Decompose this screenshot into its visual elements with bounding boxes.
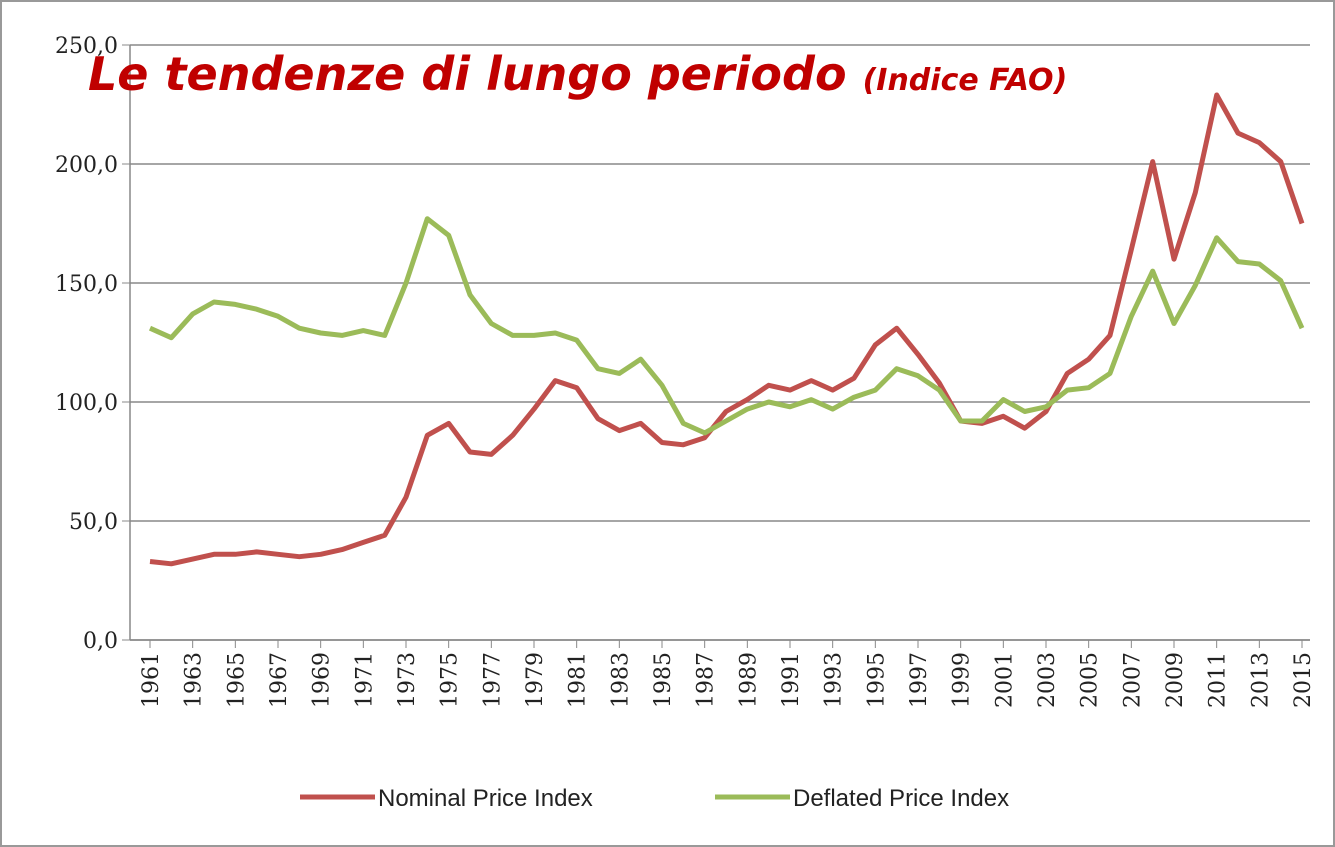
x-tick-label: 1995 (864, 652, 889, 708)
x-tick-label: 1969 (310, 652, 335, 708)
x-tick-label: 2013 (1248, 652, 1273, 708)
x-tick-label: 1963 (182, 652, 207, 708)
x-tick-label: 1979 (523, 652, 548, 708)
x-tick-label: 1983 (608, 652, 633, 708)
x-tick-label: 1997 (907, 652, 932, 708)
x-tick-label: 2015 (1291, 652, 1316, 708)
x-tick-label: 2007 (1120, 652, 1145, 708)
x-tick-label: 1965 (224, 652, 249, 708)
title-text: Le tendenze di lungo periodo (88, 47, 847, 101)
x-tick-label: 1973 (395, 652, 420, 708)
x-tick-label: 1971 (352, 652, 377, 708)
data-line (149, 92, 1305, 567)
x-tick-label: 1975 (438, 652, 463, 708)
x-tick-label: 1985 (651, 652, 676, 708)
y-tick-label: 0,0 (83, 629, 118, 654)
x-tick-label: 2005 (1078, 652, 1103, 708)
x-tick-label: 1961 (139, 652, 164, 708)
x-tick-label: 1989 (736, 652, 761, 708)
x-tick-label: 1993 (822, 652, 847, 708)
x-tick-label: 1987 (694, 652, 719, 708)
x-tick-label: 2001 (992, 652, 1017, 708)
y-tick-label: 50,0 (69, 510, 118, 535)
x-tick-label: 2009 (1163, 652, 1188, 708)
subtitle: (Indice FAO) (863, 63, 1068, 98)
legend-label: Deflated Price Index (793, 785, 1009, 812)
y-tick-label: 150,0 (55, 272, 118, 297)
y-tick-label: 100,0 (55, 391, 118, 416)
x-tick-label: 2003 (1035, 652, 1060, 708)
legend-label: Nominal Price Index (378, 785, 593, 812)
x-tick-label: 1999 (950, 652, 975, 708)
x-tick-label: 1991 (779, 652, 804, 708)
chart-title: Le tendenze di lungo periodo (Indice FAO… (88, 47, 1067, 101)
x-tick-label: 1967 (267, 652, 292, 708)
data-line (148, 216, 1305, 436)
y-tick-label: 200,0 (55, 153, 118, 178)
x-tick-label: 2011 (1206, 652, 1231, 708)
y-tick-label: 250,0 (55, 34, 118, 59)
x-tick-label: 1981 (566, 652, 591, 708)
x-tick-label: 1977 (480, 652, 505, 708)
